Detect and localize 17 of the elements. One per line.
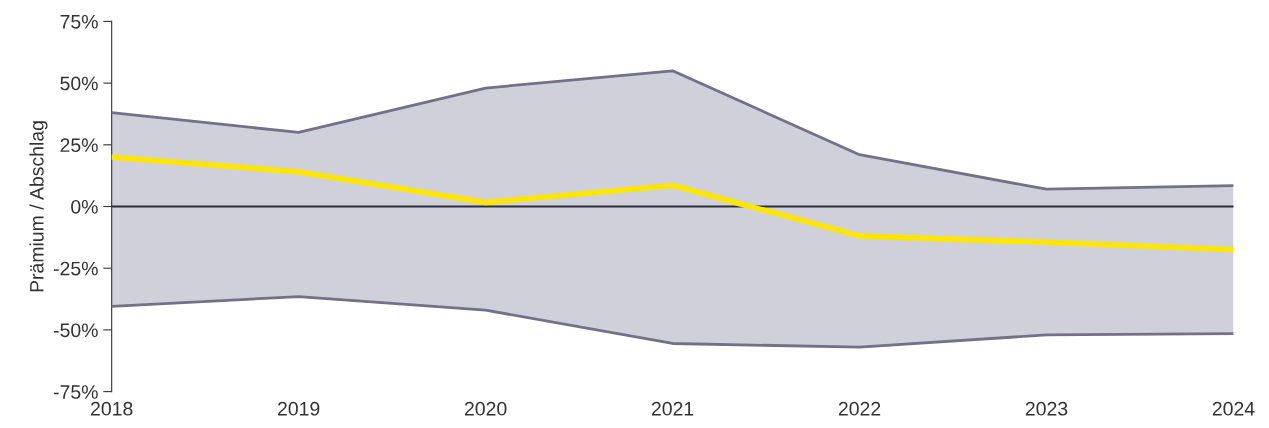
x-tick-label: 2022 [838,401,881,416]
y-tick-label: -25% [53,261,98,276]
y-tick-label: -75% [53,385,98,399]
x-tick-label: 2021 [651,401,694,416]
y-axis-title: Prämium / Abschlag [29,121,48,292]
x-tick-label: 2024 [1212,401,1255,416]
x-tick-label: 2023 [1025,401,1068,416]
x-tick-label: 2020 [464,401,507,416]
line-series [111,295,1234,349]
y-tick-label: 0% [71,199,98,214]
line-series [111,69,1234,191]
y-tick-label: 50% [60,76,98,91]
y-tick-label: -50% [53,323,98,338]
x-tick-label: 2019 [277,401,320,416]
y-tick-label: 75% [60,14,98,29]
y-tick-label: 25% [60,138,98,153]
x-tick-label: 2018 [91,401,133,416]
